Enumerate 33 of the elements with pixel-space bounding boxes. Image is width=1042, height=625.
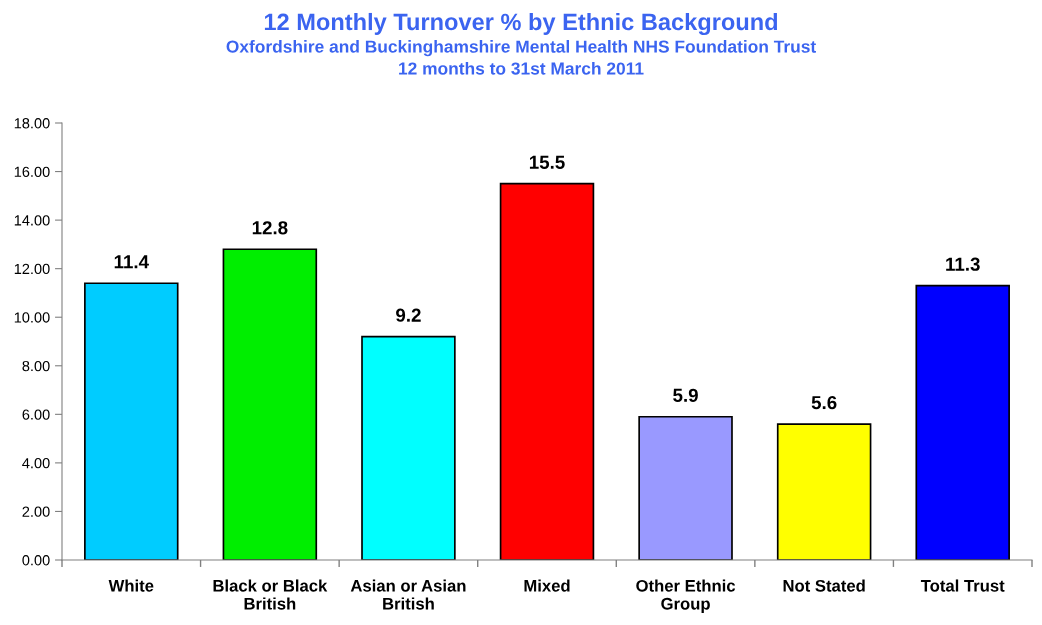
x-tick-label: Other Ethnic Group <box>636 579 736 613</box>
y-tick-label: 2.00 <box>22 506 50 517</box>
x-tick-label: Not Stated <box>783 579 865 592</box>
data-label: 15.5 <box>529 155 565 169</box>
y-tick-label: 10.00 <box>14 312 50 323</box>
bar <box>638 415 733 560</box>
data-label: 12.8 <box>252 221 288 235</box>
data-label: 5.9 <box>673 388 698 402</box>
y-tick-label: 12.00 <box>14 263 50 275</box>
y-tick-label: 8.00 <box>22 360 50 372</box>
bar <box>776 423 872 560</box>
data-label: 11.4 <box>114 255 149 269</box>
y-tick-label: 14.00 <box>14 215 50 226</box>
y-tick-label: 6.00 <box>22 409 50 420</box>
bar <box>915 284 1010 560</box>
bar <box>361 335 456 560</box>
data-label: 9.2 <box>396 308 421 322</box>
x-tick-label: White <box>108 579 154 592</box>
bar <box>499 182 595 560</box>
bar <box>84 282 179 560</box>
chart-title: 12 Monthly Turnover % by Ethnic Background <box>264 12 778 36</box>
data-label: 11.3 <box>946 257 980 271</box>
chart-subtitle: Oxfordshire and Buckinghamshire Mental Health NHS Foundation Trust 12 months to 31st March 2011 <box>226 40 816 75</box>
x-tick-label: Mixed <box>524 579 570 592</box>
data-label: 5.6 <box>811 395 837 410</box>
y-tick-label: 16.00 <box>14 166 50 177</box>
y-tick-label: 0.00 <box>22 555 50 566</box>
x-tick-label: Asian or Asian British <box>350 579 466 610</box>
y-tick-label: 4.00 <box>22 457 50 469</box>
y-tick-label: 18.00 <box>14 118 50 129</box>
x-tick-label: Total Trust <box>920 579 1005 592</box>
x-tick-label: Black or Black British <box>213 579 328 610</box>
bar <box>222 248 318 560</box>
